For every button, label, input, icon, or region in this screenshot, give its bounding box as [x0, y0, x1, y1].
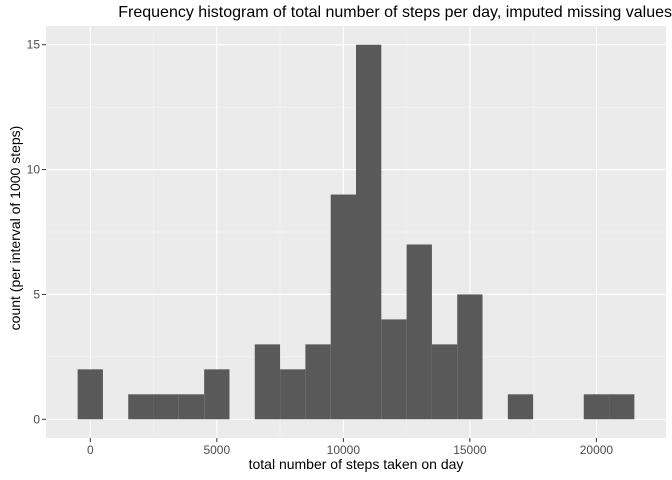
histogram-bars [77, 44, 635, 420]
histogram-bar [305, 344, 331, 420]
histogram-bar [178, 394, 205, 420]
histogram-bar [77, 369, 103, 420]
histogram-bar [457, 294, 483, 420]
histogram-bar [280, 369, 306, 420]
histogram-bar [583, 394, 610, 420]
histogram-bar [356, 44, 382, 420]
histogram-bar [153, 394, 179, 420]
x-axis-label: total number of steps taken on day [248, 456, 464, 472]
y-tick-label: 15 [27, 38, 41, 52]
x-tick-label: 5000 [203, 443, 230, 457]
histogram-bar [254, 344, 281, 420]
y-tick-label: 10 [27, 163, 41, 177]
y-axis: 0 5 10 15 [27, 38, 46, 426]
histogram-bar [507, 394, 534, 420]
histogram-bar [406, 244, 432, 420]
histogram-bar [330, 194, 356, 420]
histogram-bar [204, 369, 230, 420]
chart-title: Frequency histogram of total number of s… [118, 4, 672, 21]
x-axis: 0 5000 10000 15000 20000 [87, 438, 613, 457]
y-tick-label: 0 [33, 412, 40, 426]
x-tick-label: 10000 [327, 443, 361, 457]
x-tick-label: 0 [87, 443, 94, 457]
histogram-bar [609, 394, 635, 420]
x-tick-label: 15000 [453, 443, 487, 457]
y-axis-label: count (per interval of 1000 steps) [7, 125, 23, 331]
histogram-bar [431, 344, 458, 420]
x-tick-label: 20000 [580, 443, 614, 457]
histogram-bar [381, 319, 407, 420]
histogram-bar [128, 394, 154, 420]
y-tick-label: 5 [33, 287, 40, 301]
